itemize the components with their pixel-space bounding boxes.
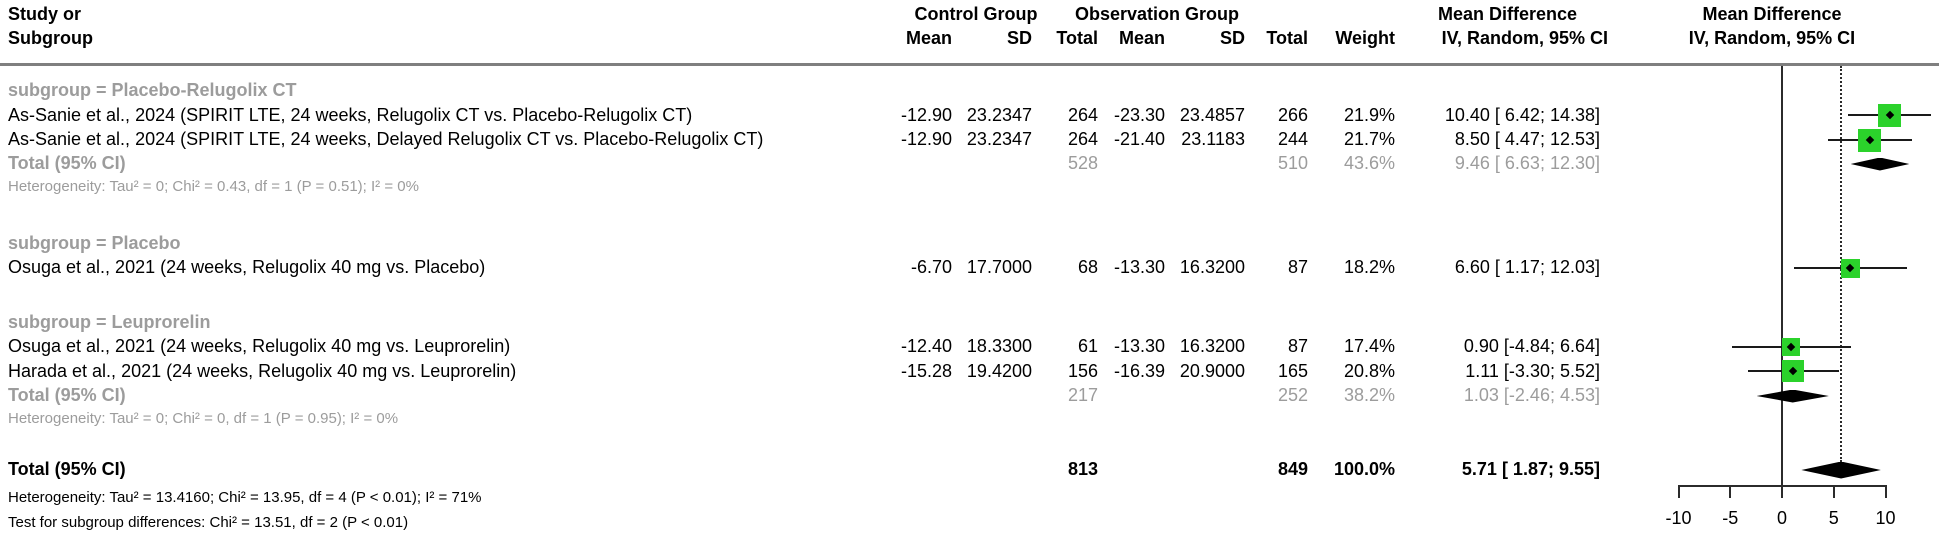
obs-total: 252 [1277, 385, 1308, 405]
header-md-title: Mean Difference [1437, 4, 1578, 24]
control-sd: 18.3300 [966, 336, 1032, 356]
obs-sd: 23.4857 [1179, 105, 1245, 125]
control-mean: -15.28 [900, 361, 952, 381]
weight-value: 18.2% [1343, 257, 1395, 277]
subtotal-label: Total (95% CI) [8, 385, 126, 405]
weight-value: 21.7% [1343, 129, 1395, 149]
heterogeneity-text: Heterogeneity: Tau² = 0; Chi² = 0.43, df… [8, 178, 419, 195]
weight-value: 38.2% [1343, 385, 1395, 405]
subgroup-total-row: Total (95% CI) 528 510 43.6% 9.46 [ 6.63… [0, 151, 1939, 176]
obs-total: 244 [1277, 129, 1308, 149]
header-obs-mean: Mean [1118, 28, 1165, 48]
heterogeneity-note: Heterogeneity: Tau² = 0; Chi² = 0.43, df… [0, 175, 1939, 200]
header-study-line2: Subgroup [8, 28, 93, 48]
heterogeneity-note: Heterogeneity: Tau² = 13.4160; Chi² = 13… [0, 486, 1939, 511]
header-md-plot-title: Mean Difference [1702, 4, 1842, 24]
control-total: 813 [1067, 459, 1098, 479]
obs-total: 87 [1287, 257, 1308, 277]
control-sd: 19.4200 [966, 361, 1032, 381]
subgroup-test-note: Test for subgroup differences: Chi² = 13… [0, 511, 1939, 536]
md-ci-text: 9.46 [ 6.63; 12.30] [1454, 153, 1600, 173]
md-ci-text: 5.71 [ 1.87; 9.55] [1461, 459, 1600, 479]
obs-sd: 16.3200 [1179, 257, 1245, 277]
weight-value: 21.9% [1343, 105, 1395, 125]
weight-value: 20.8% [1343, 361, 1395, 381]
header-md-plot-subtitle: IV, Random, 95% CI [1688, 28, 1856, 48]
md-ci-text: 1.11 [-3.30; 5.52] [1465, 361, 1600, 381]
control-total: 528 [1067, 153, 1098, 173]
study-label: As-Sanie et al., 2024 (SPIRIT LTE, 24 we… [8, 129, 764, 149]
obs-mean: -16.39 [1113, 361, 1165, 381]
subgroup-total-row: Total (95% CI) 217 252 38.2% 1.03 [-2.46… [0, 383, 1939, 408]
header-control-mean: Mean [905, 28, 952, 48]
header-observation-group: Observation Group [1074, 4, 1240, 24]
obs-sd: 23.1183 [1181, 129, 1245, 149]
obs-total: 165 [1277, 361, 1308, 381]
control-mean: -12.90 [900, 129, 952, 149]
md-ci-text: 0.90 [-4.84; 6.64] [1463, 336, 1600, 356]
control-total: 156 [1067, 361, 1098, 381]
subgroup-header-row: subgroup = Leuprorelin [0, 310, 1939, 335]
control-total: 68 [1077, 257, 1098, 277]
study-label: Osuga et al., 2021 (24 weeks, Relugolix … [8, 257, 486, 277]
subtotal-label: Total (95% CI) [8, 153, 126, 173]
control-sd: 17.7000 [966, 257, 1032, 277]
obs-sd: 20.9000 [1179, 361, 1245, 381]
obs-mean: -13.30 [1113, 336, 1165, 356]
subgroup-test-text: Test for subgroup differences: Chi² = 13… [8, 514, 409, 531]
md-ci-text: 8.50 [ 4.47; 12.53] [1454, 129, 1600, 149]
control-sd: 23.2347 [966, 105, 1032, 125]
study-label: Osuga et al., 2021 (24 weeks, Relugolix … [8, 336, 511, 356]
study-label: As-Sanie et al., 2024 (SPIRIT LTE, 24 we… [8, 105, 693, 125]
control-mean: -12.90 [900, 105, 952, 125]
header-study-line1: Study or [8, 4, 82, 24]
control-sd: 23.2347 [966, 129, 1032, 149]
overall-total-row: Total (95% CI) 813 849 100.0% 5.71 [ 1.8… [0, 457, 1939, 482]
obs-total: 849 [1277, 459, 1308, 479]
obs-total: 266 [1277, 105, 1308, 125]
study-label: Harada et al., 2021 (24 weeks, Relugolix… [8, 361, 517, 381]
weight-value: 17.4% [1343, 336, 1395, 356]
study-row: As-Sanie et al., 2024 (SPIRIT LTE, 24 we… [0, 127, 1939, 152]
subgroup-label: subgroup = Placebo [8, 233, 181, 253]
weight-value: 100.0% [1333, 459, 1395, 479]
heterogeneity-note: Heterogeneity: Tau² = 0; Chi² = 0, df = … [0, 407, 1939, 432]
header-md-subtitle: IV, Random, 95% CI [1441, 28, 1608, 48]
study-row: Harada et al., 2021 (24 weeks, Relugolix… [0, 359, 1939, 384]
subgroup-label: subgroup = Placebo-Relugolix CT [8, 80, 297, 100]
md-ci-text: 6.60 [ 1.17; 12.03] [1454, 257, 1600, 277]
obs-total: 87 [1287, 336, 1308, 356]
study-row: As-Sanie et al., 2024 (SPIRIT LTE, 24 we… [0, 103, 1939, 128]
control-total: 61 [1077, 336, 1098, 356]
weight-value: 43.6% [1343, 153, 1395, 173]
control-total: 217 [1067, 385, 1098, 405]
subgroup-header-row: subgroup = Placebo-Relugolix CT [0, 78, 1939, 103]
subgroup-label: subgroup = Leuprorelin [8, 312, 211, 332]
md-ci-text: 1.03 [-2.46; 4.53] [1463, 385, 1600, 405]
control-total: 264 [1067, 129, 1098, 149]
control-mean: -12.40 [900, 336, 952, 356]
header-weight: Weight [1335, 28, 1395, 48]
header-control-sd: SD [1006, 28, 1032, 48]
obs-sd: 16.3200 [1179, 336, 1245, 356]
header-separator-line [0, 63, 1939, 66]
obs-mean: -13.30 [1113, 257, 1165, 277]
subgroup-header-row: subgroup = Placebo [0, 231, 1939, 256]
heterogeneity-text: Heterogeneity: Tau² = 13.4160; Chi² = 13… [8, 489, 482, 506]
obs-mean: -23.30 [1113, 105, 1165, 125]
study-row: Osuga et al., 2021 (24 weeks, Relugolix … [0, 334, 1939, 359]
control-total: 264 [1067, 105, 1098, 125]
heterogeneity-text: Heterogeneity: Tau² = 0; Chi² = 0, df = … [8, 410, 399, 427]
header-obs-total: Total [1266, 28, 1308, 48]
control-mean: -6.70 [910, 257, 952, 277]
obs-total: 510 [1277, 153, 1308, 173]
header-control-group: Control Group [914, 4, 1038, 24]
overall-label: Total (95% CI) [8, 459, 126, 479]
md-ci-text: 10.40 [ 6.42; 14.38] [1444, 105, 1600, 125]
study-row: Osuga et al., 2021 (24 weeks, Relugolix … [0, 255, 1939, 280]
header-obs-sd: SD [1219, 28, 1245, 48]
header-control-total: Total [1056, 28, 1098, 48]
obs-mean: -21.40 [1113, 129, 1165, 149]
